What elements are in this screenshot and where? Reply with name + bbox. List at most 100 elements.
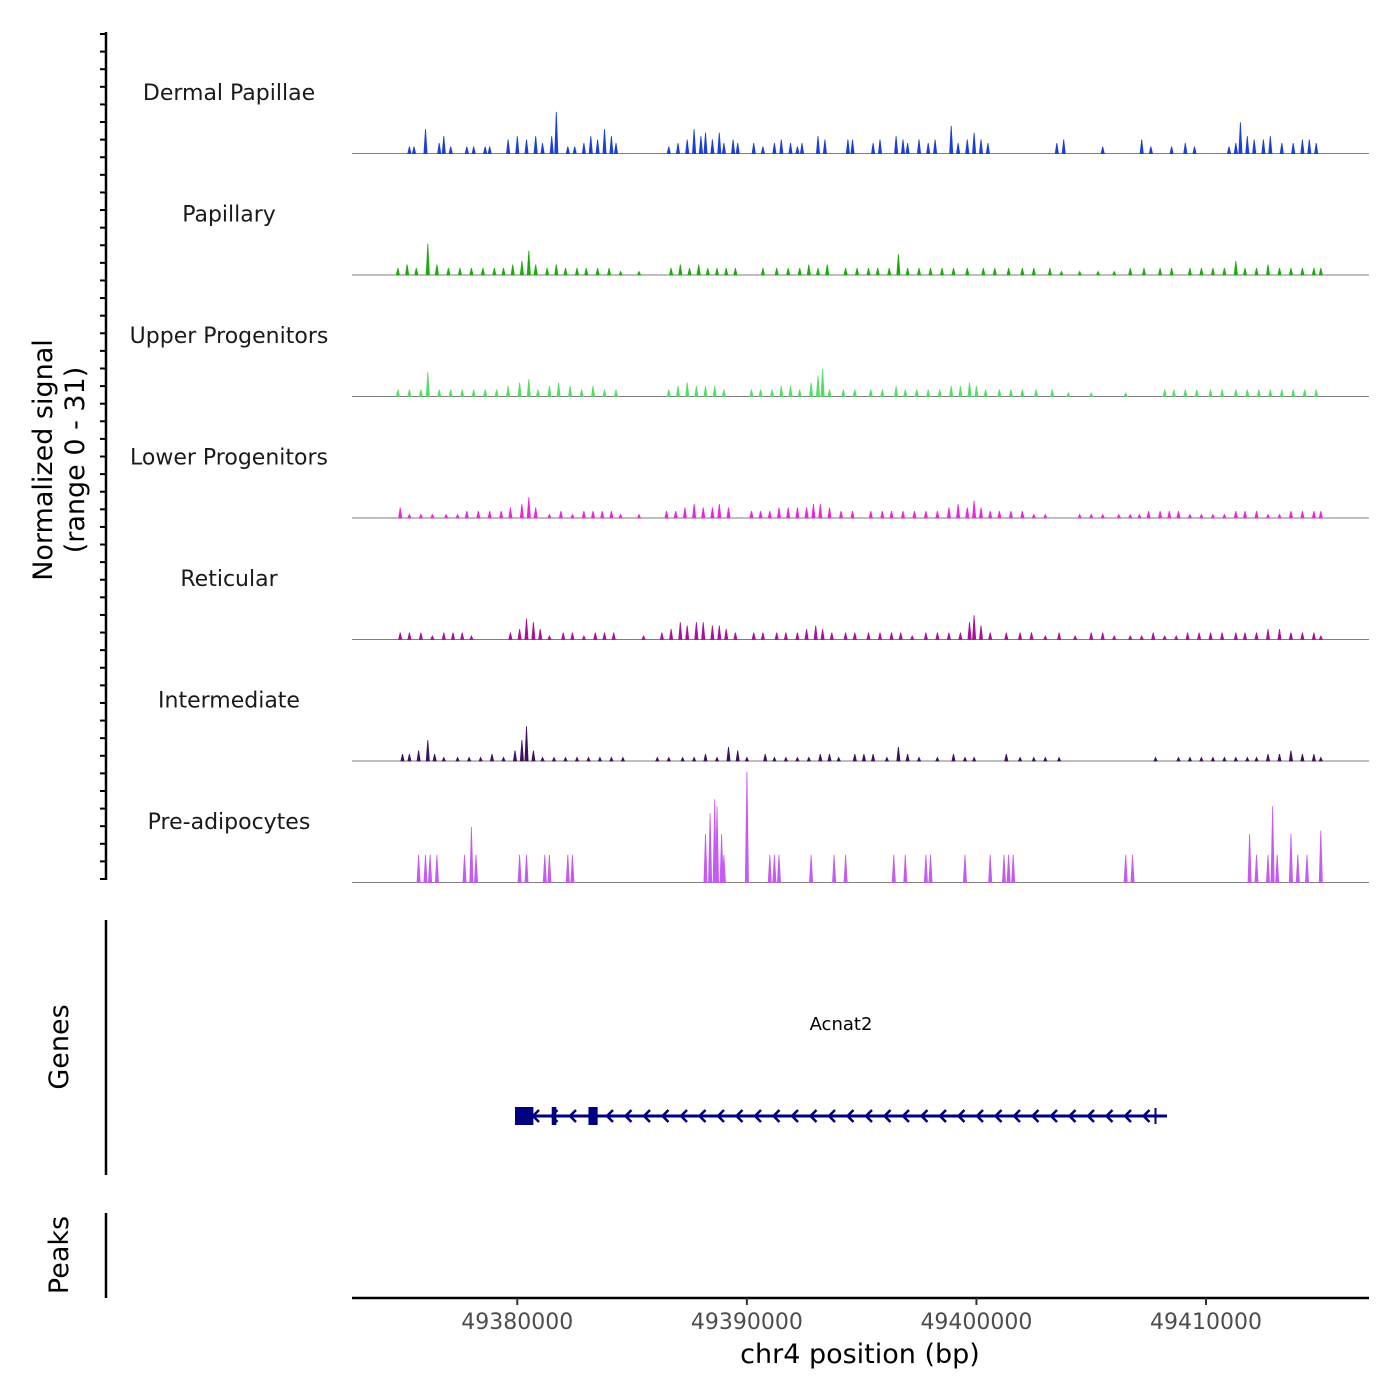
signal-peak bbox=[896, 254, 901, 276]
signal-peak bbox=[1008, 389, 1014, 397]
signal-peak bbox=[972, 500, 977, 519]
signal-peak bbox=[703, 833, 708, 883]
signal-peak bbox=[506, 386, 511, 397]
signal-peak bbox=[581, 143, 586, 154]
signal-peak bbox=[1265, 264, 1271, 276]
signal-peak bbox=[795, 756, 800, 762]
signal-peak bbox=[400, 754, 405, 762]
signal-peak bbox=[531, 750, 536, 762]
signal-peak bbox=[1183, 389, 1188, 397]
signal-peak bbox=[1233, 756, 1239, 762]
signal-peak bbox=[1043, 513, 1048, 519]
x-tick-label: 49400000 bbox=[920, 1310, 1032, 1335]
signal-peak bbox=[972, 132, 977, 154]
signal-peak bbox=[434, 264, 439, 276]
signal-peak bbox=[866, 632, 871, 640]
signal-peak bbox=[1162, 635, 1167, 640]
signal-peak bbox=[1171, 389, 1177, 397]
signal-peak bbox=[1210, 756, 1216, 762]
signal-peak bbox=[561, 632, 566, 640]
signal-peak bbox=[972, 615, 977, 640]
strand-arrow bbox=[1067, 1109, 1077, 1123]
signal-peak bbox=[551, 756, 557, 762]
signal-peak bbox=[540, 143, 545, 154]
signal-peak bbox=[1288, 632, 1294, 640]
signal-peak bbox=[916, 268, 922, 276]
signal-peak bbox=[425, 740, 430, 762]
strand-arrow bbox=[642, 1109, 651, 1123]
track-label: Pre-adipocytes bbox=[148, 810, 311, 835]
signal-peak bbox=[547, 635, 552, 640]
signal-peak bbox=[600, 511, 605, 519]
signal-peak bbox=[501, 756, 506, 762]
signal-peak bbox=[912, 511, 917, 519]
signal-peak bbox=[733, 632, 738, 640]
signal-peak bbox=[852, 632, 857, 640]
signal-peak bbox=[965, 139, 970, 154]
track-upper-progenitors: Upper Progenitors bbox=[130, 324, 1369, 397]
signal-peak bbox=[1187, 268, 1193, 276]
signal-peak bbox=[1047, 268, 1053, 276]
signal-peak bbox=[664, 511, 669, 519]
signal-peak bbox=[905, 268, 910, 276]
signal-peak bbox=[967, 622, 972, 640]
track-lower-progenitors: Lower Progenitors bbox=[130, 446, 1369, 519]
signal-peak bbox=[593, 632, 598, 640]
gene-acnat2: Acnat2 bbox=[514, 1014, 1167, 1125]
signal-peak bbox=[588, 136, 593, 154]
signal-peak bbox=[1111, 635, 1117, 640]
signal-peak bbox=[685, 139, 690, 154]
signal-peak bbox=[903, 389, 908, 397]
signal-peak bbox=[570, 513, 575, 519]
signal-peak bbox=[1031, 513, 1037, 519]
signal-peak bbox=[1242, 511, 1248, 519]
signal-peak bbox=[489, 754, 495, 762]
signal-peak bbox=[822, 139, 827, 154]
signal-peak bbox=[1268, 389, 1273, 397]
signal-peak bbox=[1072, 635, 1078, 640]
strand-arrow bbox=[1141, 1109, 1151, 1123]
signal-peak bbox=[997, 511, 1002, 519]
signal-peak bbox=[416, 854, 421, 883]
signal-peak bbox=[698, 136, 704, 154]
signal-peak bbox=[854, 268, 860, 276]
signal-peak bbox=[581, 635, 587, 640]
signal-peak bbox=[1043, 756, 1048, 762]
signal-peak bbox=[1318, 830, 1323, 883]
signal-peak bbox=[519, 740, 524, 762]
signal-peak bbox=[572, 146, 577, 154]
signal-peak bbox=[1242, 268, 1248, 276]
signal-peak bbox=[868, 389, 873, 397]
signal-peak bbox=[923, 854, 928, 883]
signal-peak bbox=[949, 386, 954, 397]
signal-peak bbox=[1116, 513, 1122, 519]
signal-peak bbox=[430, 635, 435, 640]
signal-peak bbox=[1245, 756, 1250, 762]
strand-arrow bbox=[882, 1109, 892, 1123]
x-axis-label: chr4 position (bp) bbox=[740, 1339, 980, 1370]
signal-peak bbox=[1194, 389, 1199, 397]
signal-peak bbox=[891, 854, 896, 883]
strand-arrow bbox=[1049, 1109, 1058, 1123]
strand-arrow bbox=[660, 1109, 670, 1123]
signal-peak bbox=[659, 632, 665, 640]
signal-peak bbox=[469, 826, 474, 883]
signal-peak bbox=[1318, 635, 1324, 640]
strand-arrow bbox=[827, 1109, 836, 1123]
signal-peak bbox=[517, 629, 522, 640]
signal-peak bbox=[809, 854, 814, 883]
signal-peak bbox=[799, 143, 805, 154]
strand-arrow bbox=[568, 1109, 577, 1123]
signal-peak bbox=[779, 386, 784, 397]
signal-peak bbox=[542, 854, 547, 883]
signal-peak bbox=[852, 389, 857, 397]
signal-peak bbox=[714, 268, 720, 276]
signal-peak bbox=[988, 632, 993, 640]
signal-peak bbox=[896, 747, 901, 762]
track-pre-adipocytes: Pre-adipocytes bbox=[148, 771, 1369, 883]
signal-peak bbox=[717, 625, 722, 640]
signal-peak bbox=[1288, 511, 1294, 519]
signal-peak bbox=[694, 386, 699, 397]
signal-peak bbox=[880, 511, 885, 519]
signal-peak bbox=[501, 268, 506, 276]
